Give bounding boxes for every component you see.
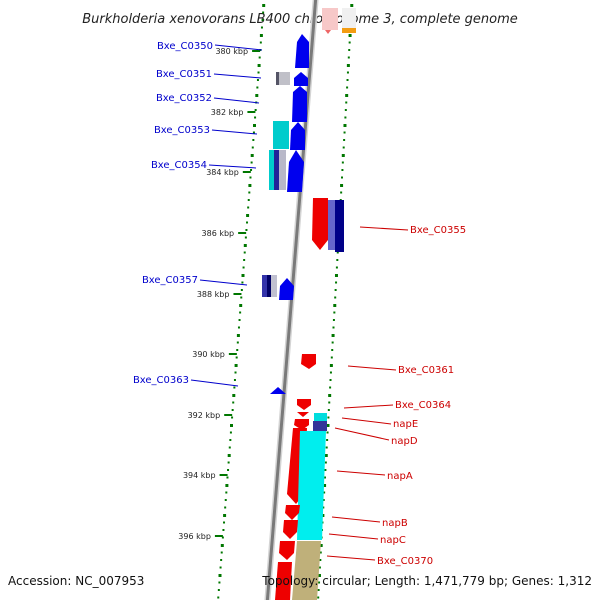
top-feature-pink-arrow (325, 30, 331, 34)
gene-bxe-c0351[interactable] (294, 72, 308, 86)
gene-napc[interactable] (283, 520, 298, 539)
gene-label-forward[interactable]: Bxe_C0351 (156, 69, 212, 80)
gene-label-forward[interactable]: Bxe_C0357 (142, 275, 198, 286)
label-leader-lines (190, 44, 409, 561)
gene-label-reverse[interactable]: napB (382, 518, 408, 529)
top-feature-orange (342, 28, 356, 33)
gene-bxe-c0357-c[interactable] (271, 275, 277, 297)
accession-value: NC_007953 (75, 574, 145, 588)
gene-napd-dark[interactable] (313, 421, 327, 431)
leader-line (326, 555, 376, 561)
gene-label-forward[interactable]: Bxe_C0353 (154, 125, 210, 136)
gene-next-red[interactable] (275, 562, 292, 600)
scale-tick-label: 396 kbp (178, 532, 211, 541)
gene-nape[interactable] (297, 412, 309, 417)
forward-strand-genes (262, 34, 309, 394)
leader-line (359, 226, 409, 231)
leader-line (199, 279, 248, 286)
scale-tick-label: 392 kbp (188, 411, 221, 420)
leader-line (211, 129, 258, 135)
gene-bxe-c0361[interactable] (301, 354, 316, 369)
reverse-strand-genes (275, 198, 344, 600)
gene-bxe-c0354-dark[interactable] (274, 150, 279, 190)
leader-line (190, 379, 239, 387)
gene-bxe-c0357[interactable] (279, 278, 294, 300)
gene-napd-cyan[interactable] (314, 413, 327, 421)
gene-bxe-c0370-tan[interactable] (292, 541, 321, 600)
leader-line (347, 365, 397, 371)
gene-bxe-c0355-c[interactable] (335, 200, 344, 252)
gene-label-reverse[interactable]: napE (393, 419, 418, 430)
gene-bxe-c0354-cyan[interactable] (269, 150, 275, 190)
gene-label-forward[interactable]: Bxe_C0354 (151, 160, 207, 171)
leader-line (331, 516, 381, 523)
gene-bxe-c0352[interactable] (292, 86, 307, 122)
gene-label-reverse[interactable]: napA (387, 471, 413, 482)
accession-info: Accession: NC_007953 (8, 574, 144, 588)
gene-label-reverse[interactable]: napD (391, 436, 418, 447)
gene-bxe-c0357-b[interactable] (267, 275, 271, 297)
top-feature-grey (342, 8, 356, 30)
genes-label: Genes: (511, 574, 554, 588)
gene-bxe-c0357-a[interactable] (262, 275, 267, 297)
gene-napd[interactable] (294, 419, 309, 430)
leader-line (214, 44, 263, 51)
scale-tick-label: 388 kbp (197, 290, 230, 299)
gene-bxe-c0363[interactable] (270, 387, 286, 394)
leader-line (328, 533, 379, 540)
scale-ticks: 380 kbp 382 kbp 384 kbp 386 kbp 388 kbp 390 k… (178, 47, 261, 541)
gene-label-reverse[interactable]: Bxe_C0370 (377, 556, 433, 567)
leader-line (343, 404, 394, 409)
scale-tick-label: 390 kbp (192, 350, 225, 359)
gene-bxe-c0351-fragment[interactable] (276, 72, 290, 85)
leader-line (208, 164, 257, 169)
gene-napa-cyan[interactable] (297, 431, 326, 540)
top-feature-pink (322, 8, 338, 30)
topology-value: circular (322, 574, 367, 588)
gene-label-forward[interactable]: Bxe_C0350 (157, 41, 213, 52)
leader-line (341, 417, 392, 425)
gene-bxe-c0355-b[interactable] (328, 200, 335, 250)
gc-content-dots-right (317, 4, 354, 599)
gene-bxe-c0353[interactable] (290, 122, 305, 150)
gene-napb[interactable] (285, 505, 300, 520)
scale-tick-label: 384 kbp (206, 168, 239, 177)
gene-labels: Bxe_C0350 Bxe_C0351 Bxe_C0352 Bxe_C0353 Bxe_… (133, 41, 466, 567)
gene-bxe-c0354[interactable] (287, 150, 304, 192)
leader-line (336, 470, 386, 476)
scale-tick-label: 386 kbp (202, 229, 235, 238)
gene-bxe-c0364[interactable] (297, 399, 311, 410)
gene-label-reverse[interactable]: Bxe_C0361 (398, 365, 454, 376)
scale-tick-label: 382 kbp (211, 108, 244, 117)
gene-label-reverse[interactable]: napC (380, 535, 406, 546)
scale-tick-label: 380 kbp (215, 47, 248, 56)
gene-bxe-c0350[interactable] (295, 34, 309, 68)
gene-label-forward[interactable]: Bxe_C0363 (133, 375, 189, 386)
top-features (322, 8, 356, 34)
topology-label: Topology: (262, 574, 319, 588)
gene-label-reverse[interactable]: Bxe_C0355 (410, 225, 466, 236)
length-value: 1,471,779 bp (423, 574, 504, 588)
genome-summary: Topology: circular; Length: 1,471,779 bp… (262, 574, 592, 588)
gene-label-reverse[interactable]: Bxe_C0364 (395, 400, 451, 411)
gene-bxe-c0355[interactable] (312, 198, 328, 250)
leader-line (334, 427, 390, 441)
gene-bxe-c0351-edge (276, 72, 279, 85)
scale-tick-label: 394 kbp (183, 471, 216, 480)
length-label: Length: (374, 574, 421, 588)
gene-label-forward[interactable]: Bxe_C0352 (156, 93, 212, 104)
gc-content-dots-left (217, 4, 266, 599)
genes-value: 1,312 (557, 574, 592, 588)
leader-line (213, 97, 260, 104)
map-title: Burkholderia xenovorans LB400 chromosome… (82, 12, 518, 27)
gene-bxe-c0370[interactable] (279, 541, 295, 560)
gene-bxe-c0354-grey[interactable] (279, 150, 286, 190)
accession-label: Accession: (8, 574, 72, 588)
leader-line (213, 73, 262, 79)
gene-bxe-c0353-cyan[interactable] (273, 121, 289, 149)
